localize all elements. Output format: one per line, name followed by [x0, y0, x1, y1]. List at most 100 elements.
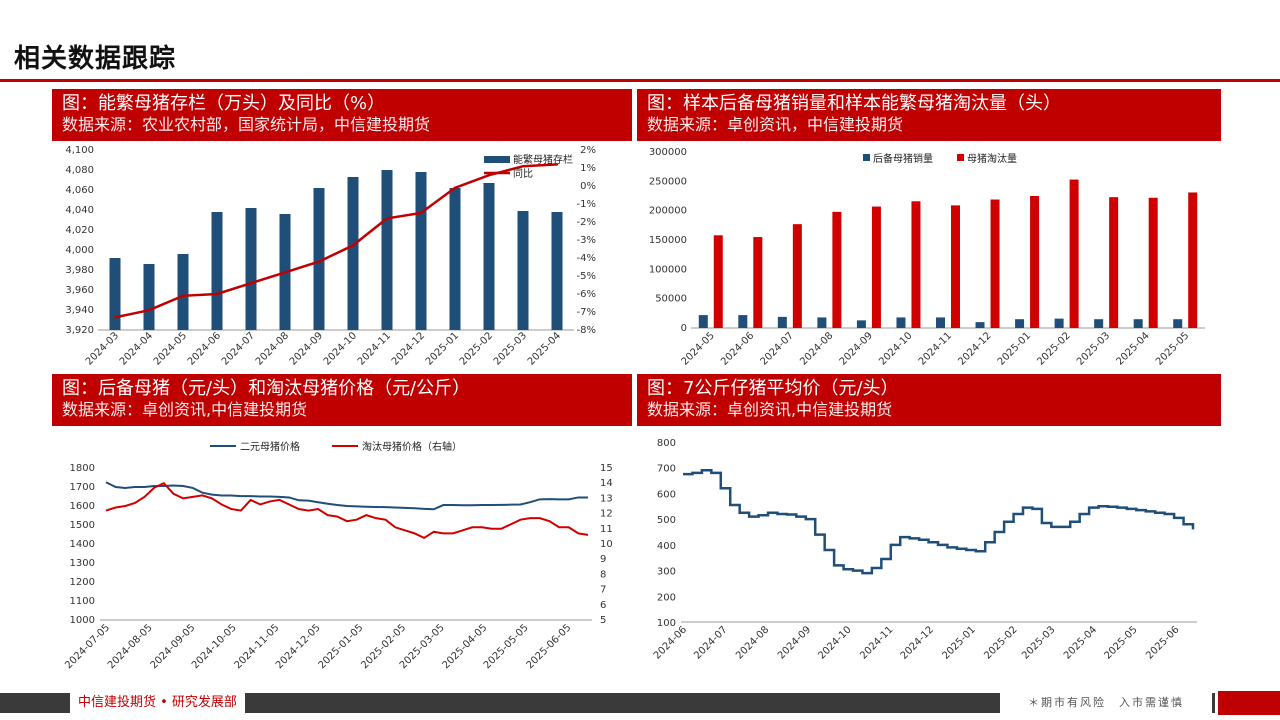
- y2-tick-label: -7%: [577, 307, 596, 318]
- x-tick-label: 2025-01: [996, 330, 1033, 367]
- y-tick-label: 50000: [655, 294, 687, 305]
- bar: [1030, 196, 1040, 328]
- y-tick-label: 1200: [70, 577, 95, 588]
- y2-tick-label: 5: [600, 615, 606, 626]
- bar: [713, 235, 723, 328]
- x-tick-label: 2025-03: [492, 330, 529, 367]
- x-tick-label: 2024-08: [254, 330, 291, 367]
- chart-sow-inventory-svg: 3,920 3,940 3,960 3,980 4,000 4,020 4,040 4,060…: [65, 145, 596, 368]
- x-tick-label: 2024-11: [917, 330, 954, 367]
- legend-swatch: [863, 154, 870, 161]
- y2-tick-label: 7: [600, 585, 606, 596]
- footer-bar: [0, 693, 1215, 713]
- y-tick-label: 4,080: [65, 165, 94, 176]
- y2-tick-label: -1%: [577, 199, 596, 210]
- panel-3-source: 数据来源：卓创资讯,中信建投期货: [62, 400, 308, 419]
- x-tick-label: 2024-10: [816, 624, 853, 661]
- y2-tick-label: 13: [600, 493, 613, 504]
- y-tick-label: 400: [657, 541, 676, 552]
- line-point: [113, 316, 117, 319]
- line-point: [317, 260, 321, 263]
- x-tick-label: 2024-10: [877, 330, 914, 367]
- y2-tick-label: -2%: [577, 217, 596, 228]
- line-point: [521, 165, 525, 168]
- bar: [1188, 192, 1198, 328]
- y-tick-label: 700: [657, 464, 676, 475]
- y-tick-label: 100: [657, 618, 676, 629]
- x-tick-label: 2024-12: [956, 330, 993, 367]
- y2-tick-label: -5%: [577, 271, 596, 282]
- y2-tick-label: 2%: [580, 145, 596, 156]
- x-tick-label: 2025-06: [1144, 624, 1181, 661]
- panel-4-title: 图：7公斤仔猪平均价（元/头）: [647, 378, 899, 399]
- y2-tick-label: 6: [600, 600, 606, 611]
- y-tick-label: 1800: [70, 463, 95, 474]
- bar: [911, 201, 921, 328]
- x-tick-label: 2024-08: [734, 624, 771, 661]
- page-title: 相关数据跟踪: [14, 44, 177, 74]
- x-tick-label: 2024-07: [692, 624, 729, 661]
- bar: [517, 211, 529, 330]
- panel-4-header: 图：7公斤仔猪平均价（元/头） 数据来源：卓创资讯,中信建投期货: [637, 374, 1221, 426]
- footer-department: 中信建投期货 • 研究发展部: [70, 693, 245, 713]
- panel-2-source: 数据来源：卓创资讯，中信建投期货: [647, 115, 904, 134]
- panel-4-source: 数据来源：卓创资讯,中信建投期货: [647, 400, 893, 419]
- y-tick-label: 1000: [70, 615, 95, 626]
- bar: [143, 264, 155, 330]
- y-tick-label: 1300: [70, 558, 95, 569]
- chart-sow-prices-svg: 1000 1100 1200 1300 1400 1500 1600 1700 1800 5 6 7 8…: [63, 440, 613, 671]
- bar: [245, 208, 257, 330]
- y-tick-label: 150000: [649, 235, 687, 246]
- bar: [832, 211, 842, 328]
- x-tick-label: 2024-11: [356, 330, 393, 367]
- bar: [109, 258, 121, 330]
- y-tick-label: 500: [657, 515, 676, 526]
- y-tick-label: 3,940: [65, 305, 94, 316]
- chart-sow-inventory: 3,920 3,940 3,960 3,980 4,000 4,020 4,040 4,060…: [52, 142, 632, 372]
- y-tick-label: 3,960: [65, 285, 94, 296]
- bar: [381, 170, 393, 330]
- line-point: [283, 271, 287, 274]
- y2-tick-label: 10: [600, 539, 613, 550]
- chart-sow-prices: 1000 1100 1200 1300 1400 1500 1600 1700 1800 5 6 7 8…: [52, 430, 632, 690]
- x-tick-label: 2024-12: [899, 624, 936, 661]
- bar: [698, 315, 708, 328]
- x-tick-label: 2025-02: [458, 330, 495, 367]
- bar: [449, 188, 461, 330]
- x-tick-label: 2024-12: [390, 330, 427, 367]
- legend-label: 二元母猪价格: [240, 440, 300, 453]
- y-tick-label: 4,000: [65, 245, 94, 256]
- y-tick-label: 300000: [649, 147, 687, 158]
- line-point: [487, 174, 491, 177]
- y-tick-label: 200000: [649, 206, 687, 217]
- y2-tick-label: 9: [600, 554, 606, 565]
- y-tick-label: 200: [657, 592, 676, 603]
- x-tick-label: 2025-04: [526, 330, 563, 367]
- bar: [1148, 197, 1158, 328]
- bar: [777, 316, 787, 328]
- legend-swatch: [957, 154, 964, 161]
- bar: [936, 317, 945, 328]
- footer-accent: [1218, 691, 1280, 715]
- x-tick-label: 2024-09: [288, 330, 325, 367]
- bar: [871, 206, 881, 328]
- chart-gilt-sales-culls-svg: 0 50000 100000 150000 200000 250000 300000 2024…: [649, 147, 1205, 368]
- bar: [990, 199, 1000, 328]
- y2-tick-label: 1%: [580, 163, 596, 174]
- y-tick-label: 4,060: [65, 185, 94, 196]
- panel-3-title: 图：后备母猪（元/头）和淘汰母猪价格（元/公斤）: [62, 378, 471, 399]
- x-tick-label: 2025-04: [1062, 624, 1099, 661]
- y-tick-label: 250000: [649, 176, 687, 187]
- bar: [1133, 319, 1143, 328]
- bar: [1054, 318, 1064, 328]
- y2-tick-label: 12: [600, 509, 613, 520]
- legend-label: 能繁母猪存栏: [513, 153, 573, 166]
- bar: [313, 188, 325, 330]
- footer-risk-warning: ＊期市有风险 入市需谨慎: [1000, 693, 1212, 713]
- bar: [896, 317, 906, 328]
- x-tick-label: 2024-12-05: [274, 622, 323, 671]
- bar: [975, 322, 985, 328]
- bar: [1109, 197, 1119, 328]
- x-tick-label: 2024-09: [776, 624, 813, 661]
- bar: [951, 205, 960, 328]
